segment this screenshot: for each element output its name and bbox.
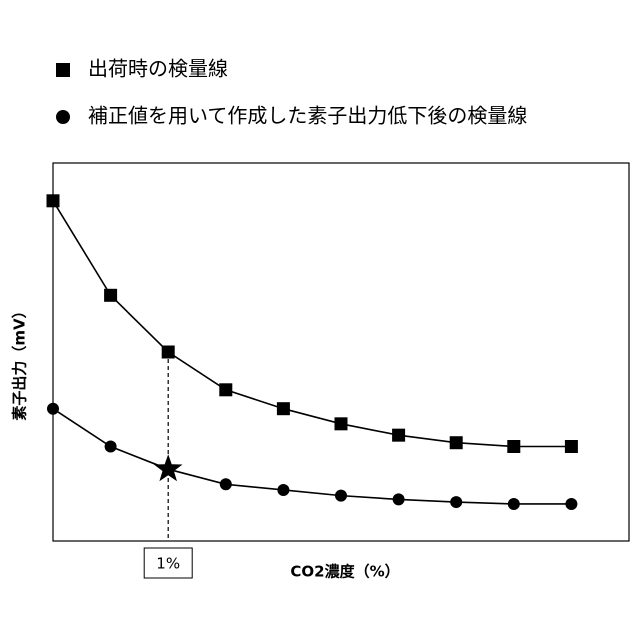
circle-marker — [335, 490, 347, 502]
square-marker — [392, 429, 405, 442]
legend-marker — [56, 63, 70, 77]
circle-marker — [277, 484, 289, 496]
plot-frame — [53, 163, 629, 541]
circle-marker — [47, 403, 59, 415]
star-marker — [154, 454, 183, 481]
circle-marker — [393, 493, 405, 505]
square-marker — [277, 402, 290, 415]
series-line — [53, 409, 571, 504]
square-marker — [104, 289, 117, 302]
legend-marker — [56, 110, 70, 124]
series-line — [53, 201, 571, 447]
chart: CO2濃度（%） 素子出力（mV） 1% 出荷時の検量線補正値を用いて作成した素子… — [0, 0, 640, 640]
square-marker — [162, 346, 175, 359]
square-marker — [507, 440, 520, 453]
x-axis-label: CO2濃度（%） — [290, 563, 399, 581]
square-marker — [450, 436, 463, 449]
circle-marker — [565, 498, 577, 510]
y-axis-label: 素子出力（mV） — [11, 303, 29, 420]
circle-marker — [450, 496, 462, 508]
square-marker — [219, 383, 232, 396]
circle-marker — [508, 498, 520, 510]
square-marker — [565, 440, 578, 453]
legend-label: 補正値を用いて作成した素子出力低下後の検量線 — [88, 104, 527, 128]
x-tick-label: 1% — [156, 555, 180, 573]
square-marker — [47, 194, 60, 207]
square-marker — [335, 417, 348, 430]
legend-label: 出荷時の検量線 — [88, 57, 228, 81]
circle-marker — [220, 478, 232, 490]
circle-marker — [105, 441, 117, 453]
